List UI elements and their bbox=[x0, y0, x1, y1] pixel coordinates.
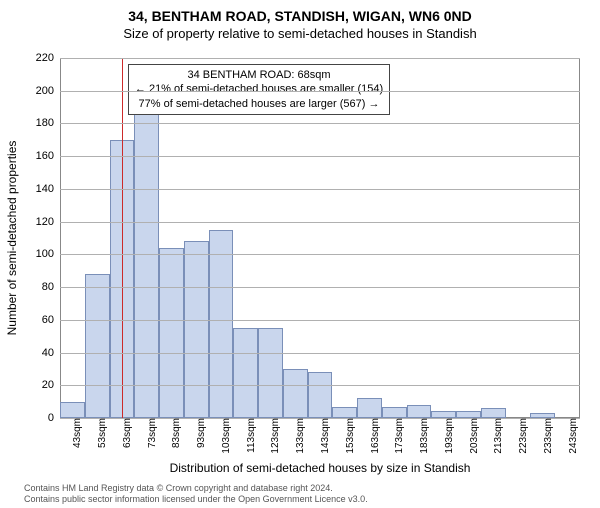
bar bbox=[382, 407, 407, 418]
bar bbox=[209, 230, 234, 418]
y-tick: 80 bbox=[14, 281, 60, 293]
bar bbox=[481, 408, 506, 418]
gridline bbox=[60, 385, 580, 386]
x-tick: 233sqm bbox=[543, 418, 554, 454]
chart-area: 34 BENTHAM ROAD: 68sqm ← 21% of semi-det… bbox=[60, 58, 580, 418]
x-tick: 43sqm bbox=[72, 418, 83, 448]
bar bbox=[159, 248, 184, 418]
bar bbox=[283, 369, 308, 418]
y-tick: 40 bbox=[14, 347, 60, 359]
annotation-line3: 77% of semi-detached houses are larger (… bbox=[135, 97, 383, 111]
y-tick: 140 bbox=[14, 183, 60, 195]
y-tick: 120 bbox=[14, 216, 60, 228]
bar bbox=[258, 328, 283, 418]
x-axis-label: Distribution of semi-detached houses by … bbox=[60, 461, 580, 475]
footer: Contains HM Land Registry data © Crown c… bbox=[24, 483, 368, 506]
bar bbox=[184, 241, 209, 418]
gridline bbox=[60, 123, 580, 124]
footer-line1: Contains HM Land Registry data © Crown c… bbox=[24, 483, 368, 494]
bar bbox=[357, 398, 382, 418]
y-tick: 20 bbox=[14, 379, 60, 391]
footer-line2: Contains public sector information licen… bbox=[24, 494, 368, 505]
x-tick: 103sqm bbox=[221, 418, 232, 454]
x-tick: 83sqm bbox=[171, 418, 182, 448]
x-tick: 113sqm bbox=[246, 418, 257, 453]
y-tick: 100 bbox=[14, 248, 60, 260]
bar bbox=[407, 405, 432, 418]
x-tick: 223sqm bbox=[518, 418, 529, 454]
x-tick: 63sqm bbox=[122, 418, 133, 448]
y-tick: 220 bbox=[14, 52, 60, 64]
gridline bbox=[60, 287, 580, 288]
y-tick: 160 bbox=[14, 150, 60, 162]
gridline bbox=[60, 222, 580, 223]
annotation-box: 34 BENTHAM ROAD: 68sqm ← 21% of semi-det… bbox=[128, 64, 390, 115]
x-tick: 163sqm bbox=[370, 418, 381, 454]
gridline bbox=[60, 91, 580, 92]
bar bbox=[134, 68, 159, 418]
bar bbox=[85, 274, 110, 418]
marker-line bbox=[122, 58, 123, 418]
gridline bbox=[60, 353, 580, 354]
y-axis-label: Number of semi-detached properties bbox=[5, 141, 19, 336]
x-tick: 73sqm bbox=[147, 418, 158, 448]
annotation-line1: 34 BENTHAM ROAD: 68sqm bbox=[135, 68, 383, 82]
x-tick: 213sqm bbox=[493, 418, 504, 454]
gridline bbox=[60, 320, 580, 321]
bar bbox=[308, 372, 333, 418]
y-tick: 60 bbox=[14, 314, 60, 326]
bar bbox=[233, 328, 258, 418]
x-tick: 153sqm bbox=[345, 418, 356, 454]
gridline bbox=[60, 189, 580, 190]
title-sub: Size of property relative to semi-detach… bbox=[0, 26, 600, 41]
gridline bbox=[60, 156, 580, 157]
x-tick: 93sqm bbox=[196, 418, 207, 448]
x-tick: 173sqm bbox=[394, 418, 405, 454]
y-tick: 0 bbox=[14, 412, 60, 424]
annotation-line2: ← 21% of semi-detached houses are smalle… bbox=[135, 82, 383, 96]
x-tick: 53sqm bbox=[97, 418, 108, 448]
y-tick: 200 bbox=[14, 85, 60, 97]
x-tick: 203sqm bbox=[469, 418, 480, 454]
x-tick: 183sqm bbox=[419, 418, 430, 454]
x-tick: 143sqm bbox=[320, 418, 331, 454]
title-main: 34, BENTHAM ROAD, STANDISH, WIGAN, WN6 0… bbox=[0, 8, 600, 24]
x-tick: 243sqm bbox=[568, 418, 579, 454]
bar bbox=[332, 407, 357, 418]
bar bbox=[60, 402, 85, 418]
y-tick: 180 bbox=[14, 117, 60, 129]
x-tick: 123sqm bbox=[270, 418, 281, 454]
gridline bbox=[60, 58, 580, 59]
x-tick: 193sqm bbox=[444, 418, 455, 454]
gridline bbox=[60, 254, 580, 255]
x-tick: 133sqm bbox=[295, 418, 306, 454]
